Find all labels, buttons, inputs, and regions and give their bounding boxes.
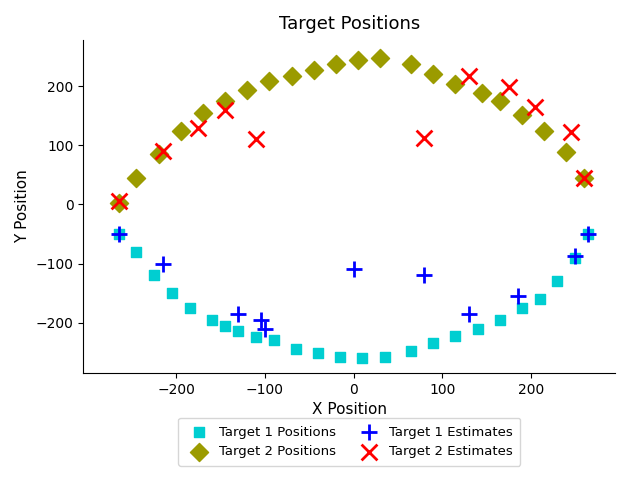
Target 1 Positions: [570, 254, 580, 261]
Target 2 Positions: [579, 174, 589, 182]
Y-axis label: Y Position: Y Position: [15, 170, 30, 243]
Target 1 Positions: [185, 304, 195, 312]
Target 1 Positions: [472, 325, 483, 332]
Target 2 Estimates: [464, 72, 474, 79]
Target 2 Estimates: [579, 174, 589, 182]
Target 2 Positions: [265, 77, 275, 85]
Target 1 Positions: [553, 277, 563, 285]
Target 2 Estimates: [420, 134, 430, 142]
Target 2 Estimates: [158, 147, 168, 155]
Target 2 Estimates: [193, 124, 203, 131]
Target 1 Positions: [450, 332, 461, 339]
Target 1 Positions: [233, 327, 243, 335]
Target 1 Positions: [149, 272, 159, 279]
Title: Target Positions: Target Positions: [278, 15, 420, 33]
Target 2 Positions: [539, 127, 549, 134]
Target 2 Estimates: [566, 129, 576, 136]
Target 1 Positions: [517, 304, 527, 312]
Target 2 Positions: [477, 89, 487, 97]
Target 2 Estimates: [251, 136, 261, 143]
Target 1 Positions: [113, 230, 123, 238]
Target 2 Positions: [220, 97, 230, 105]
X-axis label: X Position: X Position: [312, 402, 387, 417]
Target 1 Positions: [535, 295, 545, 303]
Target 1 Estimates: [158, 260, 168, 267]
Target 1 Estimates: [464, 310, 474, 317]
Target 2 Positions: [353, 56, 363, 64]
Target 1 Positions: [167, 289, 177, 297]
Target 1 Positions: [406, 347, 416, 355]
Target 1 Estimates: [420, 272, 430, 279]
Target 1 Positions: [313, 349, 323, 357]
Target 1 Estimates: [570, 252, 580, 260]
Target 1 Estimates: [512, 292, 522, 300]
Target 1 Estimates: [583, 230, 593, 238]
Legend: Target 1 Positions, Target 2 Positions, Target 1 Estimates, Target 2 Estimates: Target 1 Positions, Target 2 Positions, …: [178, 418, 520, 466]
Target 2 Positions: [428, 71, 438, 78]
Target 2 Estimates: [503, 84, 513, 91]
Target 1 Estimates: [260, 325, 270, 332]
Target 2 Positions: [309, 66, 319, 74]
Target 2 Positions: [406, 60, 416, 67]
Target 1 Estimates: [256, 316, 266, 324]
Target 2 Positions: [242, 87, 252, 94]
Target 2 Estimates: [220, 106, 230, 114]
Target 2 Positions: [331, 61, 341, 68]
Target 1 Positions: [495, 316, 505, 324]
Target 1 Positions: [269, 337, 279, 344]
Target 2 Positions: [176, 127, 186, 134]
Target 1 Positions: [583, 230, 593, 238]
Target 2 Estimates: [113, 197, 123, 205]
Target 2 Positions: [154, 151, 164, 158]
Target 1 Positions: [335, 353, 345, 361]
Target 2 Positions: [287, 72, 297, 79]
Target 1 Positions: [291, 346, 301, 353]
Target 1 Positions: [132, 248, 142, 256]
Target 2 Positions: [375, 54, 385, 62]
Target 2 Positions: [113, 199, 123, 207]
Target 1 Positions: [379, 353, 389, 361]
Target 1 Positions: [428, 339, 438, 347]
Target 1 Positions: [251, 334, 261, 341]
Target 2 Positions: [517, 111, 527, 119]
Target 1 Estimates: [233, 310, 243, 317]
Target 1 Positions: [220, 322, 230, 329]
Target 2 Positions: [561, 149, 571, 156]
Target 2 Positions: [450, 81, 461, 88]
Target 1 Estimates: [113, 230, 123, 238]
Target 1 Positions: [207, 316, 217, 324]
Target 2 Positions: [198, 109, 208, 117]
Target 2 Positions: [132, 174, 142, 182]
Target 1 Estimates: [348, 266, 358, 273]
Target 2 Estimates: [530, 103, 541, 111]
Target 2 Positions: [495, 97, 505, 105]
Target 1 Positions: [357, 354, 367, 362]
